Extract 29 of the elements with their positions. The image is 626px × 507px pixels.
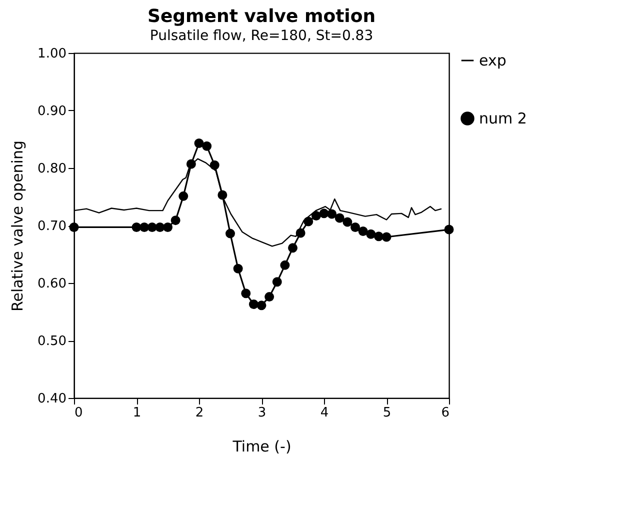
y-tick-label: 1.00 — [38, 46, 66, 62]
chart-subtitle: Pulsatile flow, Re=180, St=0.83 — [150, 28, 374, 44]
point — [147, 222, 157, 232]
y-tick-label: 0.70 — [38, 219, 66, 234]
point — [163, 222, 172, 232]
chart-title: Segment valve motion — [147, 6, 376, 27]
point — [311, 210, 321, 220]
x-tick-label: 4 — [320, 406, 329, 420]
y-tick-label: 0.80 — [38, 162, 66, 176]
x-tick-label: 2 — [195, 406, 204, 420]
x-tick-label: 5 — [382, 406, 392, 420]
x-tick-label: 6 — [441, 406, 450, 420]
y-tick-label: 0.40 — [38, 392, 66, 406]
y-tick-label: 0.50 — [38, 334, 66, 349]
y-axis-title: Relative valve opening — [8, 140, 27, 312]
y-tick-label: 0.90 — [38, 104, 66, 119]
y-tick-label: 0.60 — [38, 276, 66, 292]
x-tick-label: 1 — [132, 406, 142, 420]
x-axis-title: Time (-) — [232, 438, 292, 456]
legend-label: num 2 — [479, 110, 527, 128]
point — [132, 222, 142, 232]
x-tick-label: 0 — [74, 406, 83, 420]
point — [248, 300, 258, 310]
point — [194, 138, 204, 148]
x-tick-label: 3 — [258, 406, 266, 420]
legend-label: exp — [479, 52, 506, 70]
point — [350, 222, 360, 232]
point — [140, 222, 150, 232]
point — [155, 222, 165, 232]
